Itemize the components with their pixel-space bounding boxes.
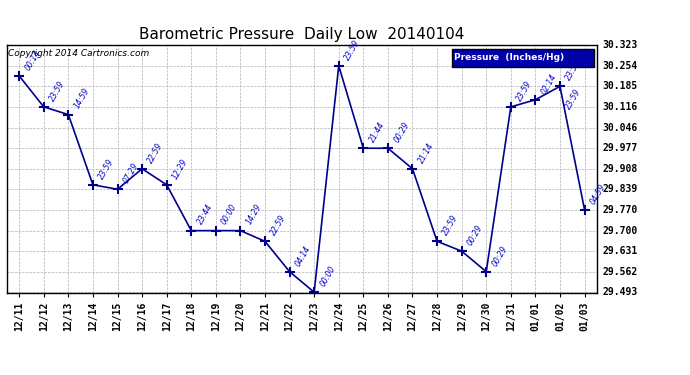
Text: 29.839: 29.839 <box>602 184 638 194</box>
Text: 00:00: 00:00 <box>318 264 337 288</box>
Text: 23:59: 23:59 <box>48 79 67 103</box>
Text: 04:59: 04:59 <box>589 182 608 206</box>
Text: 29.493: 29.493 <box>602 287 638 297</box>
FancyBboxPatch shape <box>453 49 594 67</box>
Text: 30.254: 30.254 <box>602 61 638 71</box>
Title: Barometric Pressure  Daily Low  20140104: Barometric Pressure Daily Low 20140104 <box>139 27 464 42</box>
Text: 22:59: 22:59 <box>146 141 165 165</box>
Text: 29.977: 29.977 <box>602 143 638 153</box>
Text: 12:29: 12:29 <box>171 157 190 181</box>
Text: 21:14: 21:14 <box>417 141 435 165</box>
Text: 23:44: 23:44 <box>195 203 215 226</box>
Text: 14:59: 14:59 <box>72 87 91 111</box>
Text: 29.631: 29.631 <box>602 246 638 256</box>
Text: Pressure  (Inches/Hg): Pressure (Inches/Hg) <box>454 54 564 63</box>
Text: 22:59: 22:59 <box>269 213 288 237</box>
Text: 00:29: 00:29 <box>466 224 484 247</box>
Text: 14:29: 14:29 <box>244 203 264 226</box>
Text: 29.770: 29.770 <box>602 205 638 215</box>
Text: 23:59: 23:59 <box>441 213 460 237</box>
Text: 00:00: 00:00 <box>220 203 239 226</box>
Text: 30.046: 30.046 <box>602 123 638 133</box>
Text: 00:29: 00:29 <box>491 244 509 267</box>
Text: 30.116: 30.116 <box>602 102 638 112</box>
Text: Copyright 2014 Cartronics.com: Copyright 2014 Cartronics.com <box>8 49 149 58</box>
Text: 29.908: 29.908 <box>602 164 638 174</box>
Text: 23:59: 23:59 <box>515 79 534 103</box>
Text: 00:14: 00:14 <box>23 48 42 72</box>
Text: 23:59: 23:59 <box>564 58 583 82</box>
Text: 23:59: 23:59 <box>564 88 583 111</box>
Text: 29.562: 29.562 <box>602 267 638 277</box>
Text: 30.185: 30.185 <box>602 81 638 92</box>
Text: 29.700: 29.700 <box>602 226 638 236</box>
Text: 02:14: 02:14 <box>540 72 558 96</box>
Text: 23:59: 23:59 <box>343 38 362 62</box>
Text: 30.323: 30.323 <box>602 40 638 50</box>
Text: 23:59: 23:59 <box>97 157 116 181</box>
Text: 00:29: 00:29 <box>392 120 411 144</box>
Text: 07:29: 07:29 <box>121 162 141 185</box>
Text: 04:14: 04:14 <box>294 244 313 267</box>
Text: 21:44: 21:44 <box>368 120 386 144</box>
